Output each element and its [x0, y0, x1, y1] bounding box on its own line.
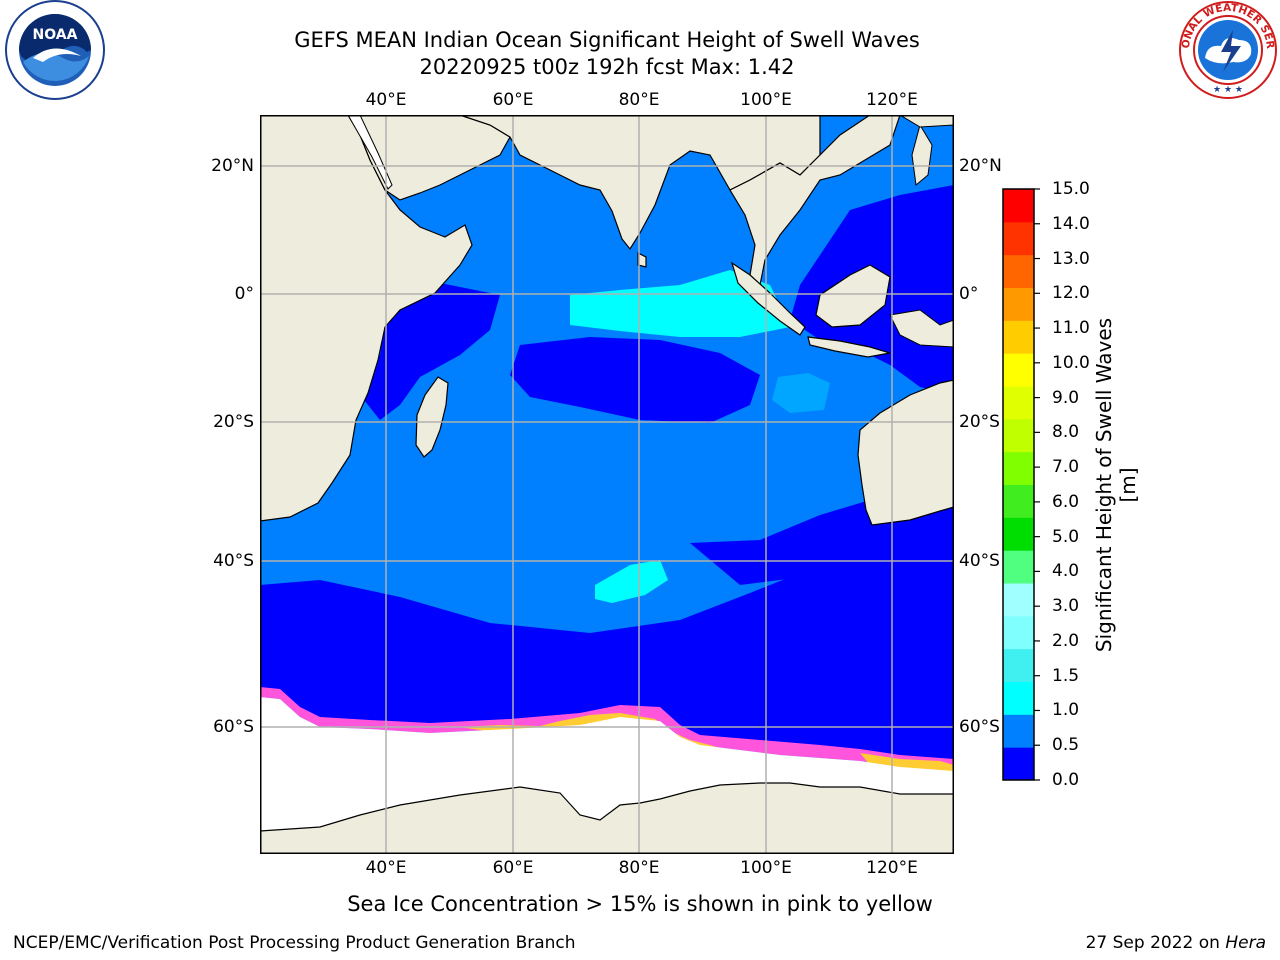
colorbar-tick-label: 10.0	[1052, 352, 1090, 373]
colorbar-band	[1003, 418, 1034, 453]
map-gridlines	[260, 115, 954, 854]
colorbar-tick-label: 15.0	[1052, 179, 1090, 199]
sea-ice-edge	[260, 687, 954, 771]
lon-label-bottom: 100°E	[740, 858, 792, 878]
lat-label-left: 60°S	[213, 717, 254, 737]
lon-label-top: 100°E	[740, 90, 792, 110]
australia-land	[857, 379, 954, 526]
colorbar	[1002, 188, 1040, 781]
lon-label-bottom: 60°E	[492, 858, 534, 878]
lat-label-right: 20°N	[959, 156, 1002, 176]
lon-label-top: 120°E	[866, 90, 918, 110]
map-frame	[260, 115, 954, 854]
noaa-logo-text: NOAA	[33, 27, 78, 43]
lon-label-top: 40°E	[365, 90, 407, 110]
lon-label-bottom: 120°E	[866, 858, 918, 878]
colorbar-label: Significant Height of Swell Waves [m]	[1092, 317, 1140, 653]
colorbar-band	[1003, 681, 1034, 715]
lat-label-right: 0°	[959, 284, 979, 304]
colorbar-tick-label: 0.0	[1052, 770, 1080, 790]
lon-label-bottom: 40°E	[365, 858, 407, 878]
bay-of-bengal-swell	[670, 165, 740, 255]
colorbar-tick-label: 13.0	[1052, 248, 1090, 269]
colorbar-tick-label: 9.0	[1052, 387, 1080, 408]
colorbar-tick-label: 5.0	[1052, 526, 1080, 547]
lat-label-right: 40°S	[959, 551, 1000, 571]
map-subtitle: 20220925 t00z 192h fcst Max: 1.42	[419, 55, 795, 79]
nws-logo: NATIONAL WEATHER SERVICE ★ ★ ★	[1177, 0, 1277, 99]
host-name: Hera	[1225, 933, 1266, 953]
colorbar-tick-label: 12.0	[1052, 283, 1090, 304]
colorbar-tick-label: 1.0	[1052, 700, 1080, 721]
colorbar-band	[1003, 484, 1034, 518]
colorbar-band	[1003, 747, 1034, 781]
lon-label-top: 60°E	[492, 90, 534, 110]
colorbar-band	[1003, 615, 1034, 650]
lat-label-left: 20°N	[211, 156, 254, 176]
lat-label-left: 40°S	[213, 551, 254, 571]
madagascar-land	[415, 376, 449, 458]
lat-label-right: 60°S	[959, 717, 1000, 737]
date-text: 27 Sep 2022 on Hera	[1086, 933, 1266, 953]
colorbar-tick-label: 7.0	[1052, 457, 1080, 478]
colorbar-tick-label: 14.0	[1052, 213, 1090, 234]
lat-label-left: 0°	[234, 284, 254, 304]
colorbar-band	[1003, 583, 1034, 617]
lon-label-bottom: 80°E	[618, 858, 660, 878]
noaa-logo: NOAA	[5, 0, 105, 100]
map-title: GEFS MEAN Indian Ocean Significant Heigh…	[294, 28, 920, 52]
madagascar-low-swell-area	[360, 283, 500, 420]
southern-moderate-swell	[595, 560, 668, 603]
colorbar-tick-label: 6.0	[1052, 491, 1080, 512]
lon-label-top: 80°E	[618, 90, 660, 110]
date-value: 27 Sep 2022 on	[1085, 933, 1220, 953]
colorbar-tick-label: 4.0	[1052, 561, 1080, 582]
east-moderate-swell	[772, 373, 830, 413]
colorbar-band	[1003, 287, 1034, 321]
lat-label-right: 20°S	[959, 412, 1000, 432]
sumatra-land	[730, 261, 806, 336]
colorbar-tick-label: 2.0	[1052, 630, 1080, 651]
colorbar-tick-label: 1.5	[1052, 665, 1080, 686]
central-low-swell-area	[510, 337, 760, 423]
lat-label-left: 20°S	[213, 412, 254, 432]
colorbar-tick-label: 11.0	[1052, 318, 1090, 339]
colorbar-band	[1003, 386, 1034, 420]
colorbar-band	[1003, 254, 1034, 288]
southern-low-swell-band	[260, 540, 954, 760]
colorbar-band	[1003, 221, 1034, 256]
colorbar-band	[1003, 451, 1034, 485]
colorbar-band	[1003, 320, 1034, 354]
sea-ice-note: Sea Ice Concentration > 15% is shown in …	[347, 892, 933, 916]
colorbar-band	[1003, 714, 1034, 748]
colorbar-band	[1003, 189, 1034, 223]
svg-text:★ ★ ★: ★ ★ ★	[1213, 85, 1243, 95]
colorbar-band	[1003, 550, 1034, 584]
map-panel	[260, 115, 954, 854]
equatorial-moderate-swell	[570, 270, 790, 337]
credit-text: NCEP/EMC/Verification Post Processing Pr…	[13, 933, 576, 953]
borneo-land	[815, 264, 891, 328]
colorbar-band	[1003, 353, 1034, 387]
antarctica-land	[260, 782, 954, 854]
colorbar-tick-label: 3.0	[1052, 596, 1080, 617]
colorbar-tick-label: 8.0	[1052, 422, 1080, 443]
colorbar-tick-label: 0.5	[1052, 735, 1080, 756]
colorbar-band	[1003, 648, 1034, 682]
colorbar-band	[1003, 517, 1034, 551]
